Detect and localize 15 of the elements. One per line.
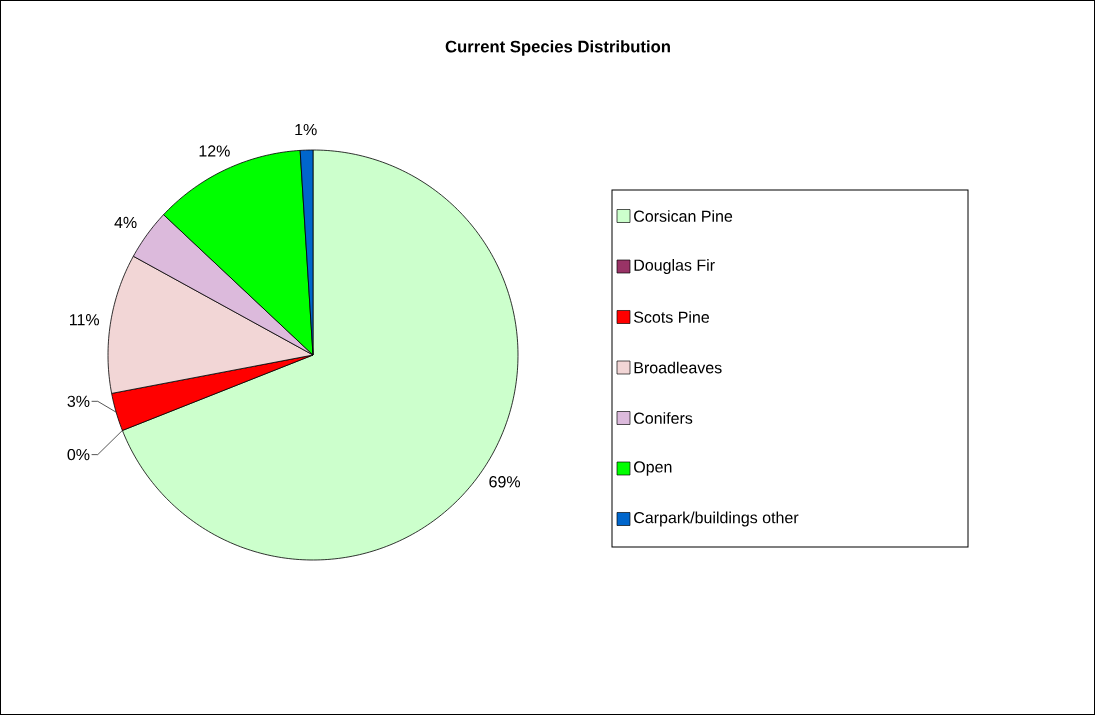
data-label: 69% [489, 476, 521, 488]
legend-label: Conifers [634, 412, 693, 424]
data-label: 1% [295, 124, 317, 136]
legend-label: Douglas Fir [634, 259, 715, 274]
chart-title: Current Species Distribution [445, 40, 670, 56]
legend-label: Open [634, 461, 672, 476]
legend-label: Corsican Pine [634, 210, 733, 222]
legend-label: Scots Pine [634, 311, 710, 323]
data-label: 11% [69, 314, 100, 326]
legend-label: Carpark/buildings other [634, 511, 799, 527]
data-label: 4% [114, 216, 137, 229]
text: 0% [67, 448, 90, 461]
legend-label: Broadleaves [634, 361, 722, 374]
data-label: 3% [67, 395, 90, 407]
data-label: 12% [199, 145, 230, 157]
